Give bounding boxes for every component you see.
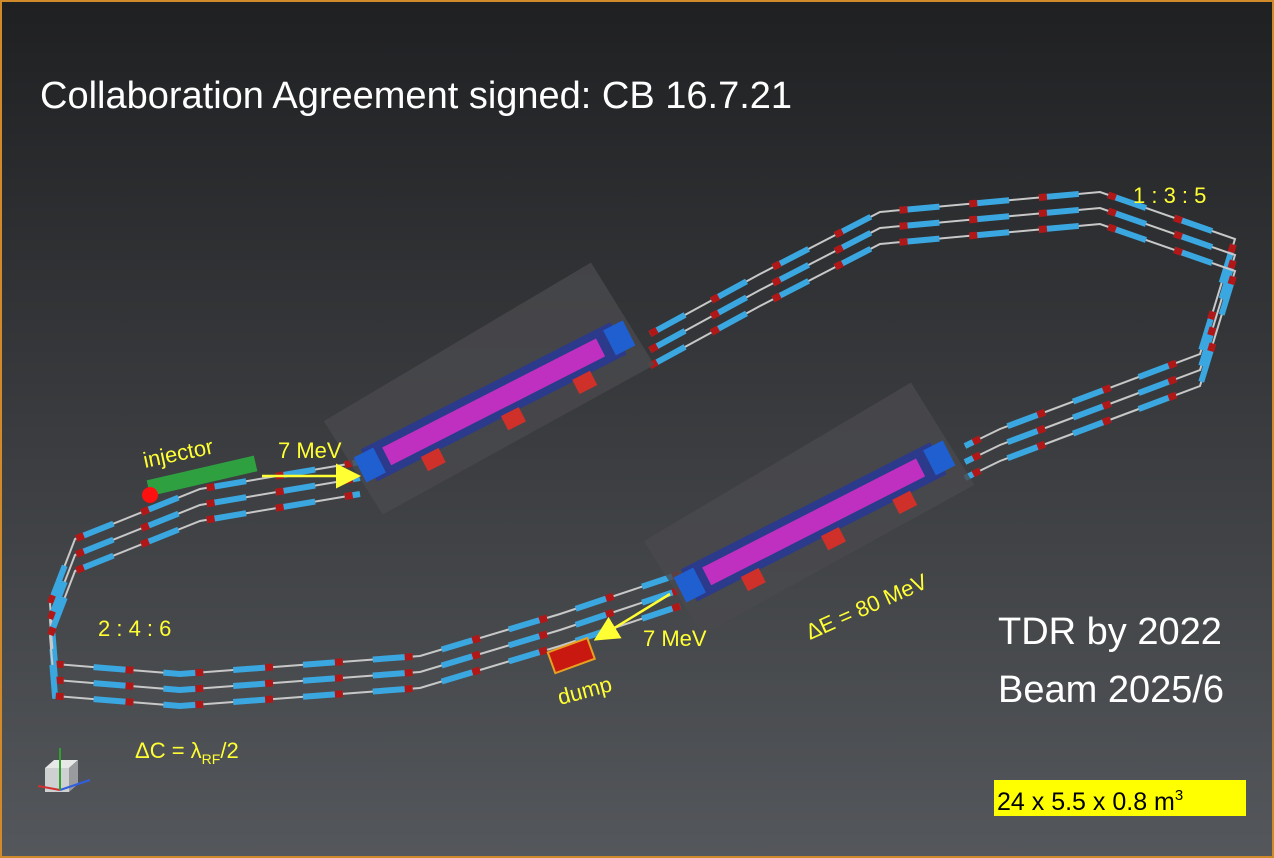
path-delta-sub: RF	[202, 751, 221, 767]
note: TDR by 2022	[998, 611, 1222, 653]
path-delta-main: ΔC = λ	[135, 738, 202, 763]
dimensions-main: 24 x 5.5 x 0.8 m	[997, 788, 1175, 816]
ratio-bottom: 2 : 4 : 6	[98, 616, 171, 641]
ratio-top: 1 : 3 : 5	[1133, 183, 1206, 208]
slide: Collaboration Agreement signed: CB 16.7.…	[0, 0, 1274, 858]
page: Collaboration Agreement signed: CB 16.7.…	[0, 0, 1274, 858]
note: Beam 2025/6	[998, 669, 1224, 711]
dump-energy: 7 MeV	[643, 626, 707, 651]
slide-title: Collaboration Agreement signed: CB 16.7.…	[40, 75, 792, 117]
injection-energy: 7 MeV	[278, 438, 342, 463]
path-delta-tail: /2	[220, 738, 238, 763]
dimensions: 24 x 5.5 x 0.8 m3	[997, 787, 1183, 816]
path-length-delta: ΔC = λRF/2	[135, 738, 239, 767]
dimensions-sup: 3	[1175, 787, 1183, 804]
